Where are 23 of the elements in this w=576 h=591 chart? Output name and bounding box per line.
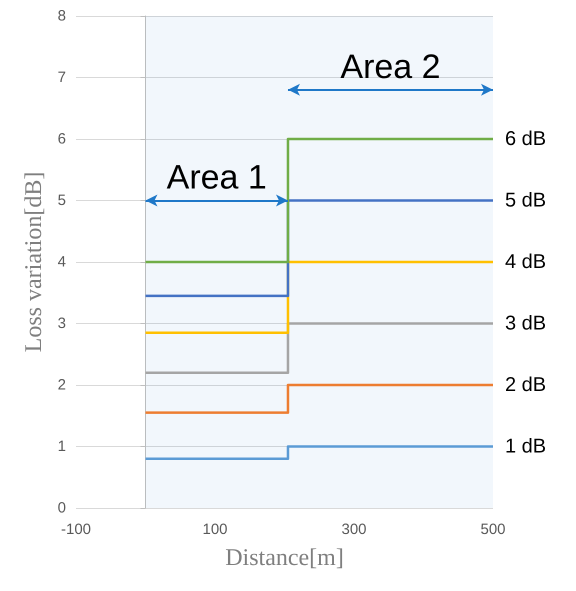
series-label: 6 dB	[505, 128, 546, 150]
x-tick-label: 100	[202, 521, 228, 538]
x-tick-label: 300	[341, 521, 367, 538]
series-label: 1 dB	[505, 436, 546, 458]
y-tick-label: 8	[58, 8, 66, 24]
y-tick-label: 4	[58, 254, 66, 270]
x-tick-label: -100	[60, 521, 92, 538]
y-tick-label: 2	[58, 376, 66, 394]
y-tick-label: 0	[58, 500, 66, 516]
y-tick-label: 3	[58, 315, 66, 332]
x-tick-label: 500	[480, 521, 506, 538]
y-tick-label: 7	[58, 69, 66, 86]
band-label: Area 2	[340, 48, 441, 86]
series-label: 5 dB	[505, 190, 546, 212]
y-tick-label: 1	[58, 438, 66, 455]
series-label: 4 dB	[505, 251, 546, 273]
y-tick-label: 5	[58, 192, 66, 209]
y-tick-label: 6	[58, 130, 66, 148]
x-axis-title: Distance[m]	[225, 545, 344, 571]
band-label: Area 1	[166, 158, 267, 196]
series-label: 2 dB	[505, 374, 546, 396]
series-label: 3 dB	[505, 312, 546, 334]
y-axis-title: Loss variation[dB]	[21, 172, 47, 352]
